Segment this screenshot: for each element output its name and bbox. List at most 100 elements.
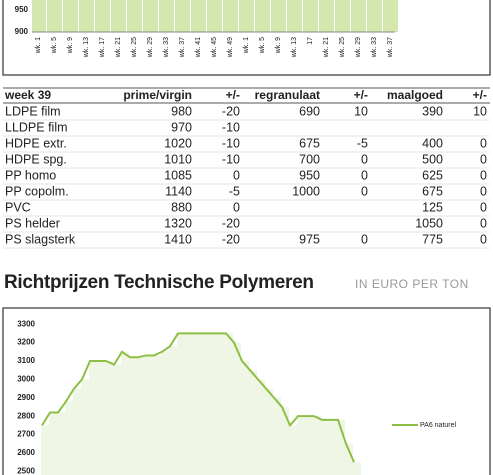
y-tick-label: 2900 xyxy=(17,393,35,402)
table-cell: 0 xyxy=(233,168,240,182)
table-cell: 0 xyxy=(480,232,487,246)
bar xyxy=(207,0,222,32)
y-tick-label: 2700 xyxy=(17,430,35,439)
table-header: +/- xyxy=(226,88,240,102)
table-cell: 1320 xyxy=(164,216,192,230)
bar xyxy=(255,0,270,32)
bar xyxy=(32,0,46,32)
table-cell: 1020 xyxy=(164,136,192,150)
x-tick-label: wk. 33 xyxy=(163,37,170,58)
y-tick-label: 950 xyxy=(15,5,29,14)
bar xyxy=(175,0,190,32)
table-cell: 0 xyxy=(361,152,368,166)
table-cell: -10 xyxy=(222,152,240,166)
bar xyxy=(239,0,254,32)
table-cell: 880 xyxy=(171,200,192,214)
table-cell: 10 xyxy=(354,104,368,118)
table-cell: 625 xyxy=(422,168,443,182)
table-cell: 970 xyxy=(171,120,192,134)
y-tick-label: 3000 xyxy=(17,374,35,383)
x-tick-label: wk. 29 xyxy=(355,37,362,58)
table-cell: PP copolm. xyxy=(5,184,69,198)
table-cell: 125 xyxy=(422,200,443,214)
table-cell: -10 xyxy=(222,136,240,150)
table-cell: 980 xyxy=(171,104,192,118)
table-cell: 0 xyxy=(361,232,368,246)
x-tick-label: wk. 1 xyxy=(243,37,250,54)
table-cell: LLDPE film xyxy=(5,120,68,134)
bar xyxy=(223,0,238,32)
x-tick-label: wk. 25 xyxy=(131,37,138,58)
series-line xyxy=(41,332,355,463)
y-tick-label: 2500 xyxy=(17,466,35,475)
bar xyxy=(351,0,366,32)
table-cell: 675 xyxy=(422,184,443,198)
section-unit: IN EURO PER TON xyxy=(355,277,469,291)
table-cell: HDPE spg. xyxy=(5,152,67,166)
table-header: regranulaat xyxy=(255,88,320,102)
bar xyxy=(335,0,350,32)
bar xyxy=(383,0,398,32)
table-cell: 390 xyxy=(422,104,443,118)
bar xyxy=(47,0,62,32)
bar xyxy=(271,0,286,32)
table-cell: -20 xyxy=(222,104,240,118)
bar xyxy=(319,0,334,32)
table-cell: 1000 xyxy=(292,184,320,198)
x-tick-label: wk. 49 xyxy=(227,37,234,58)
x-tick-label: wk. 21 xyxy=(115,37,122,58)
x-tick-label: wk. 9 xyxy=(275,37,282,54)
y-tick-label: 3300 xyxy=(17,319,35,328)
table-cell: 500 xyxy=(422,152,443,166)
table-header: prime/virgin xyxy=(123,88,192,102)
table-cell: 1140 xyxy=(165,184,192,198)
x-tick-label: wk. 25 xyxy=(339,37,346,58)
table-cell: -20 xyxy=(222,216,240,230)
bar xyxy=(367,0,382,32)
table-cell: 1010 xyxy=(164,152,192,166)
x-tick-label: wk. 37 xyxy=(179,37,186,58)
table-cell: 0 xyxy=(480,200,487,214)
table-cell: 0 xyxy=(361,184,368,198)
x-tick-label: wk. 5 xyxy=(51,37,58,54)
table-cell: HDPE extr. xyxy=(5,136,67,150)
section-title: Richtprijzen Technische Polymeren xyxy=(4,272,314,293)
y-tick-label: 3100 xyxy=(17,356,35,365)
y-tick-label: 2800 xyxy=(17,411,35,420)
bar xyxy=(191,0,206,32)
table-header: maalgoed xyxy=(387,88,443,102)
bar xyxy=(95,0,110,32)
x-tick-label: wk. 37 xyxy=(387,37,394,58)
table-cell: PVC xyxy=(5,200,31,214)
table-cell: 0 xyxy=(480,152,487,166)
table-cell: -5 xyxy=(229,184,240,198)
table-cell: -20 xyxy=(222,232,240,246)
table-cell: PS slagsterk xyxy=(5,232,76,246)
table-cell: 690 xyxy=(299,104,320,118)
table-cell: 1050 xyxy=(415,216,443,230)
x-tick-label: wk. 13 xyxy=(83,37,90,58)
table-cell: 10 xyxy=(473,104,487,118)
x-tick-label: wk. 5 xyxy=(259,37,266,54)
table-cell: -10 xyxy=(222,120,240,134)
table-header: +/- xyxy=(354,88,368,102)
table-cell: 400 xyxy=(422,136,443,150)
table-cell: 0 xyxy=(480,216,487,230)
bar xyxy=(159,0,174,32)
table-cell: 0 xyxy=(233,200,240,214)
bar xyxy=(303,0,318,32)
chart-frame xyxy=(2,0,491,76)
table-cell: 0 xyxy=(480,184,487,198)
table-cell: 675 xyxy=(299,136,320,150)
bar xyxy=(63,0,78,32)
table-cell: 0 xyxy=(361,168,368,182)
plot xyxy=(41,332,361,475)
bars xyxy=(32,0,398,32)
table-header: +/- xyxy=(473,88,487,102)
x-tick-label: wk. 21 xyxy=(323,37,330,58)
bar xyxy=(111,0,126,32)
x-tick-label: wk. 1 xyxy=(35,37,42,54)
table-cell: 1085 xyxy=(164,168,192,182)
table-cell: LDPE film xyxy=(5,104,61,118)
